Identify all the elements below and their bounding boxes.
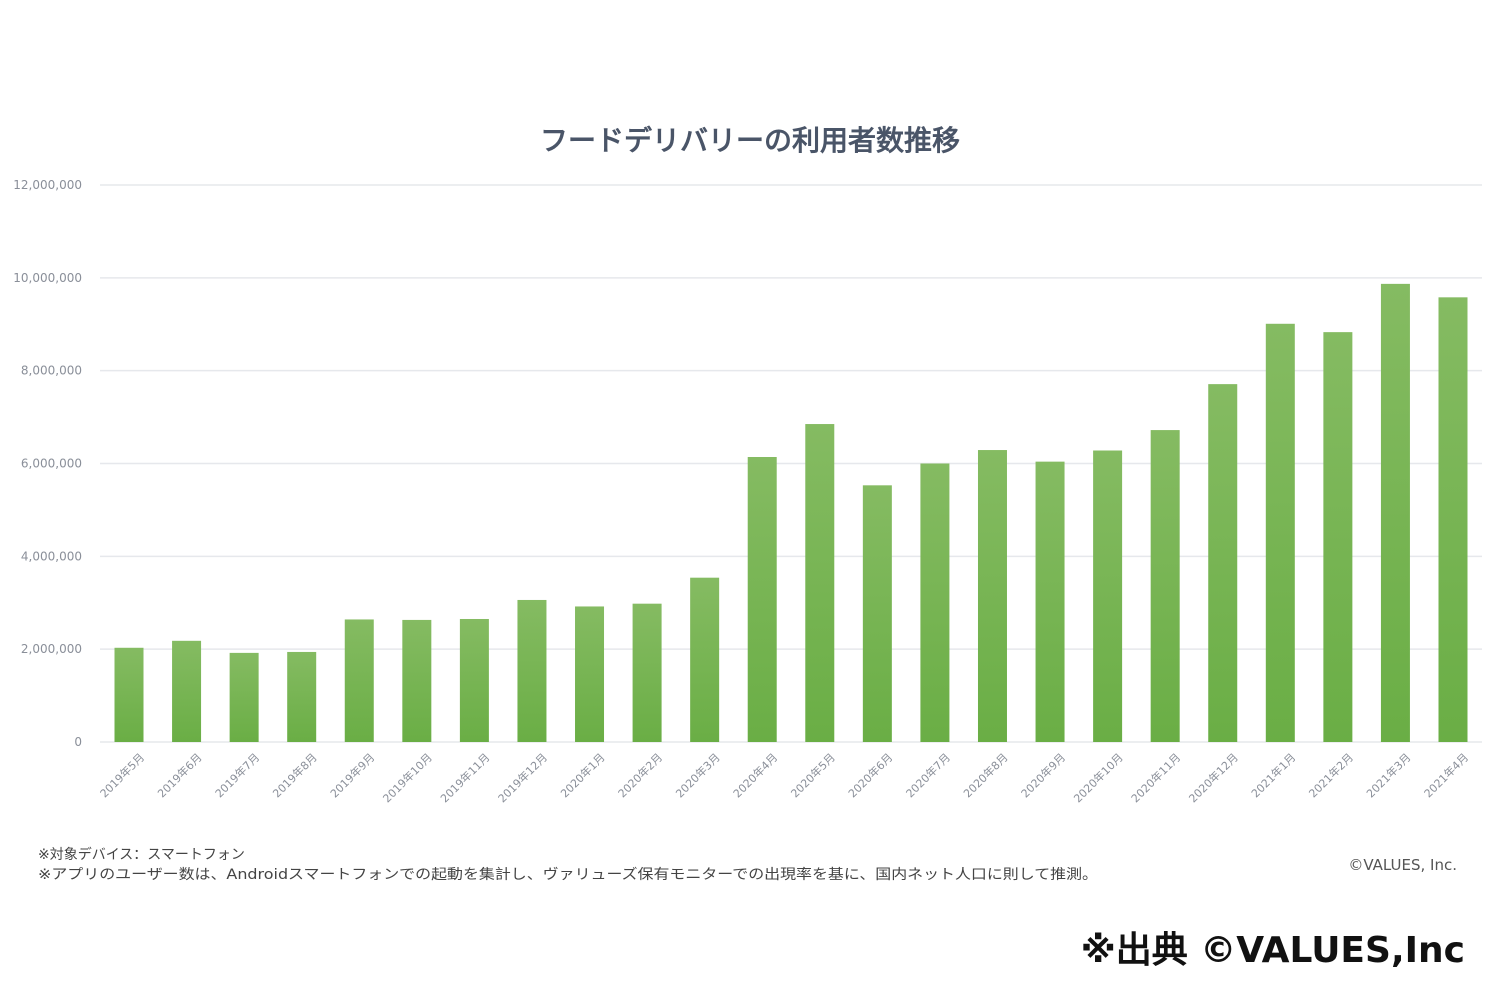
bar [1208, 384, 1238, 742]
x-tick-label: 2020年7月 [903, 750, 953, 800]
y-axis: 0 2,000,000 4,000,000 6,000,000 8,000,000 10,… [13, 178, 82, 749]
gridlines [100, 184, 1482, 743]
x-tick-label: 2020年5月 [788, 750, 838, 800]
x-tick-label: 2020年4月 [730, 750, 780, 800]
bar [172, 640, 202, 742]
note-device: ※対象デバイス：スマートフォン [38, 846, 245, 863]
x-tick-label: 2020年12月 [1186, 750, 1241, 805]
bar [805, 424, 835, 742]
x-tick-label: 2020年2月 [615, 750, 665, 800]
x-tick-label: 2020年1月 [557, 750, 607, 800]
x-tick-label: 2020年3月 [673, 750, 723, 800]
y-tick-label: 0 [74, 735, 82, 749]
x-tick-label: 2019年6月 [154, 750, 204, 800]
bar [344, 619, 374, 742]
bar [1265, 323, 1295, 742]
bar [287, 651, 317, 742]
x-tick-label: 2020年11月 [1128, 750, 1183, 805]
x-tick-label: 2021年2月 [1306, 750, 1356, 800]
y-tick-label: 6,000,000 [21, 457, 82, 471]
bars [114, 283, 1468, 742]
bar [1323, 332, 1353, 742]
bar [1380, 283, 1410, 742]
x-tick-label: 2019年8月 [270, 750, 320, 800]
x-tick-label: 2019年9月 [327, 750, 377, 800]
chart-title: フードデリバリーの利用者数推移 [540, 124, 960, 157]
bar [690, 577, 720, 742]
x-tick-label: 2021年1月 [1248, 750, 1298, 800]
x-axis: 2019年5月 2019年6月 2019年7月 2019年8月 2019年9月 2019年… [97, 750, 1471, 805]
x-tick-label: 2020年8月 [960, 750, 1010, 800]
x-tick-label: 2021年3月 [1363, 750, 1413, 800]
bar [977, 450, 1007, 742]
bar [402, 619, 432, 742]
x-tick-label: 2020年6月 [845, 750, 895, 800]
copyright-label: ©VALUES, Inc. [1348, 856, 1457, 874]
y-tick-label: 4,000,000 [21, 549, 82, 563]
bar [114, 647, 144, 742]
bar [517, 599, 547, 742]
y-tick-label: 2,000,000 [21, 642, 82, 656]
note-methodology: ※アプリのユーザー数は、Androidスマートフォンでの起動を集計し、ヴァリュー… [38, 866, 1098, 883]
bar [862, 485, 892, 742]
bar [459, 618, 489, 742]
x-tick-label: 2020年10月 [1071, 750, 1126, 805]
y-tick-label: 8,000,000 [21, 364, 82, 378]
x-tick-label: 2021年4月 [1421, 750, 1471, 800]
bar [1150, 430, 1180, 742]
bar [1035, 461, 1065, 742]
bar [632, 603, 662, 742]
x-tick-label: 2020年9月 [1018, 750, 1068, 800]
y-tick-label: 10,000,000 [13, 271, 82, 285]
x-tick-label: 2019年5月 [97, 750, 147, 800]
bar [747, 457, 777, 742]
bar [1438, 297, 1468, 742]
x-tick-label: 2019年12月 [495, 750, 550, 805]
x-tick-label: 2019年11月 [437, 750, 492, 805]
x-tick-label: 2019年10月 [380, 750, 435, 805]
bar [920, 463, 950, 742]
bar [575, 606, 605, 742]
x-tick-label: 2019年7月 [212, 750, 262, 800]
source-credit: ※出典 ©VALUES,Inc [1081, 930, 1465, 971]
bar [229, 652, 259, 742]
bar [1093, 450, 1123, 742]
y-tick-label: 12,000,000 [13, 178, 82, 192]
